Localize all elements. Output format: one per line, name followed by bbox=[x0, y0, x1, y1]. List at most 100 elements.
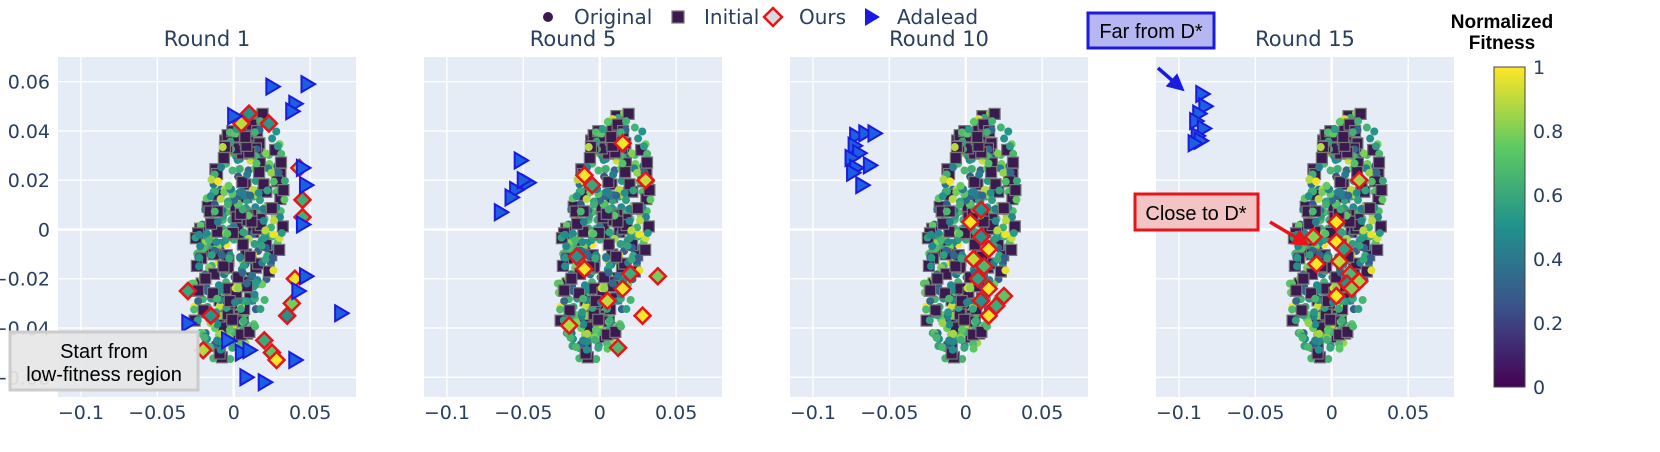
original-point bbox=[996, 123, 1005, 132]
original-point bbox=[592, 355, 601, 364]
original-point bbox=[578, 308, 587, 317]
original-point bbox=[634, 253, 643, 262]
initial-point bbox=[243, 325, 256, 339]
annotation-far-text: Far from D* bbox=[1099, 21, 1203, 43]
original-point bbox=[590, 335, 599, 344]
original-point bbox=[638, 127, 647, 136]
original-point bbox=[223, 229, 232, 238]
original-point bbox=[1004, 127, 1013, 136]
annotation-close: Close to D* bbox=[1133, 192, 1311, 246]
original-point bbox=[635, 230, 644, 239]
legend-item-original[interactable]: Original bbox=[543, 5, 652, 29]
x-tick-label: −0.1 bbox=[424, 402, 470, 424]
adalead-point bbox=[493, 202, 511, 222]
original-point bbox=[1367, 177, 1376, 186]
original-point bbox=[223, 200, 232, 209]
ours-point bbox=[1329, 251, 1350, 272]
adalead-point bbox=[181, 313, 198, 333]
original-point bbox=[950, 143, 959, 152]
original-point bbox=[1000, 134, 1009, 143]
original-point bbox=[1357, 216, 1366, 225]
original-point bbox=[642, 213, 651, 222]
initial-point bbox=[610, 250, 623, 263]
original-point bbox=[1311, 336, 1320, 345]
ours-point bbox=[612, 133, 633, 153]
original-point bbox=[1321, 229, 1330, 238]
original-point bbox=[228, 343, 237, 352]
original-point bbox=[1354, 305, 1363, 314]
y-tick-label: 0 bbox=[38, 219, 50, 241]
original-point bbox=[968, 304, 977, 313]
initial-point bbox=[1330, 271, 1343, 284]
original-point bbox=[263, 186, 272, 195]
initial-point bbox=[1005, 243, 1018, 257]
original-point bbox=[1359, 149, 1368, 158]
original-point bbox=[255, 196, 264, 205]
original-point bbox=[582, 345, 591, 354]
legend-item-initial[interactable]: Initial bbox=[671, 5, 759, 29]
original-point bbox=[251, 278, 260, 287]
original-point bbox=[995, 186, 1004, 195]
x-tick-label: −0.1 bbox=[58, 402, 104, 424]
original-point bbox=[993, 226, 1002, 235]
initial-point bbox=[253, 165, 266, 179]
original-point bbox=[955, 229, 964, 238]
original-point bbox=[194, 297, 203, 306]
initial-point bbox=[639, 243, 652, 257]
legend-symbol bbox=[543, 12, 553, 22]
original-point bbox=[621, 196, 630, 205]
original-point bbox=[987, 196, 996, 205]
original-point bbox=[1323, 325, 1332, 334]
original-point bbox=[612, 191, 621, 200]
original-point bbox=[633, 168, 642, 177]
original-point bbox=[196, 242, 205, 251]
original-point bbox=[1357, 204, 1366, 213]
original-point bbox=[579, 294, 588, 303]
original-point bbox=[267, 168, 276, 177]
legend-item-ours[interactable]: Ours bbox=[762, 5, 846, 29]
initial-point bbox=[1341, 325, 1354, 339]
original-point bbox=[252, 159, 261, 168]
original-point bbox=[568, 229, 577, 238]
original-point bbox=[949, 329, 958, 338]
annotation-close-text: Close to D* bbox=[1145, 203, 1246, 225]
original-point bbox=[937, 236, 946, 245]
original-point bbox=[967, 165, 976, 174]
initial-point bbox=[592, 313, 605, 326]
adalead-point bbox=[295, 158, 313, 178]
original-point bbox=[1000, 253, 1009, 262]
original-point bbox=[580, 281, 589, 290]
original-point bbox=[246, 191, 255, 200]
original-point bbox=[934, 229, 943, 238]
colorbar-tick-label: 0 bbox=[1533, 377, 1545, 399]
adalead-point bbox=[300, 74, 318, 94]
original-point bbox=[1006, 168, 1015, 177]
legend-item-adalead[interactable]: Adalead bbox=[865, 5, 978, 29]
original-point bbox=[948, 194, 957, 203]
original-point bbox=[1312, 281, 1321, 290]
adalead-point bbox=[846, 163, 863, 183]
initial-point bbox=[1334, 175, 1347, 189]
initial-point bbox=[971, 130, 984, 144]
original-point bbox=[235, 165, 244, 174]
colorbar-tick-label: 0.6 bbox=[1533, 185, 1563, 207]
original-point bbox=[230, 196, 239, 205]
original-point bbox=[213, 294, 222, 303]
original-point bbox=[243, 170, 252, 179]
initial-point bbox=[1375, 184, 1388, 197]
original-point bbox=[1311, 217, 1320, 226]
y-tick-label: 0.04 bbox=[8, 121, 50, 143]
original-point bbox=[280, 176, 289, 185]
original-point bbox=[616, 240, 625, 249]
subplot-1: −0.1−0.0500.05−0.06−0.04−0.0200.020.040.… bbox=[0, 27, 356, 424]
original-point bbox=[1291, 316, 1300, 325]
ours-point bbox=[635, 170, 656, 190]
subplot-3: −0.1 −0.05 0 0.05 Round 10 bbox=[790, 27, 1088, 424]
original-point bbox=[582, 194, 591, 203]
original-point bbox=[623, 241, 632, 250]
original-point bbox=[1012, 195, 1021, 204]
original-point bbox=[1378, 176, 1387, 185]
original-point bbox=[938, 192, 947, 201]
original-point bbox=[237, 187, 246, 196]
